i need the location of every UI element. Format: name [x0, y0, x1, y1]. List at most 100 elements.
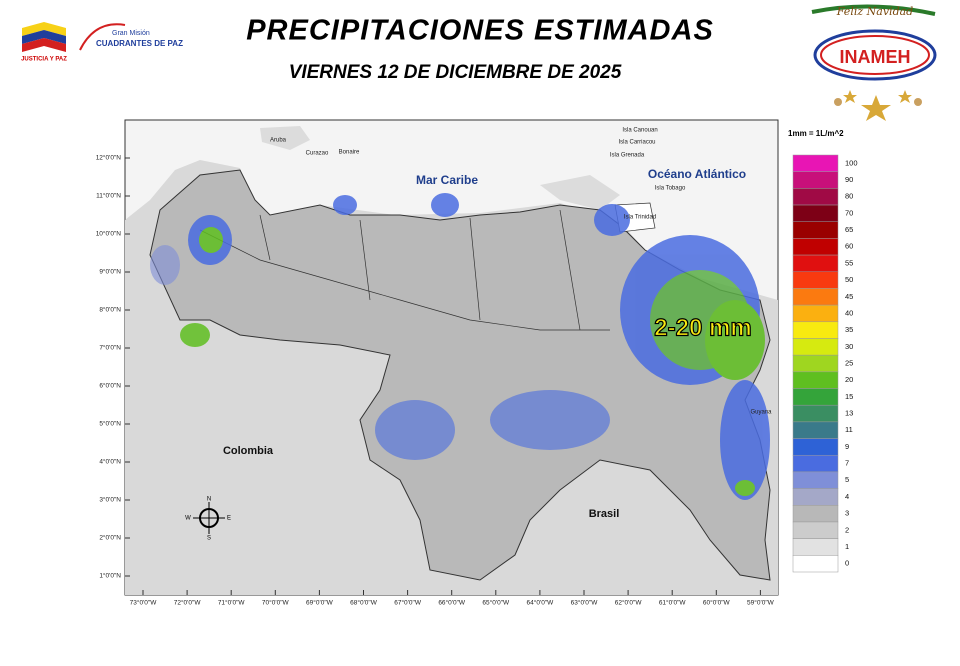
- lon-label: 67°0'0"W: [394, 599, 422, 607]
- legend-swatch: [792, 538, 839, 556]
- legend-swatch: [792, 254, 839, 273]
- lon-label: 61°0'0"W: [659, 599, 687, 607]
- lat-label: 5°0'0"N: [99, 420, 121, 428]
- legend-label: 3: [845, 509, 849, 518]
- lon-label: 65°0'0"W: [482, 599, 510, 607]
- lat-label: 8°0'0"N: [99, 306, 121, 314]
- legend-label: 9: [845, 442, 849, 451]
- legend-swatch: [792, 271, 839, 289]
- legend-label: 1: [845, 542, 849, 551]
- place-label: Océano Atlántico: [648, 167, 746, 181]
- map-body: [125, 126, 778, 595]
- greeting: Feliz Navidad: [836, 5, 913, 18]
- mission-small: Gran Misión: [112, 30, 150, 37]
- place-label: Mar Caribe: [416, 173, 478, 187]
- legend-swatch: [792, 304, 839, 323]
- legend-swatch: [792, 471, 839, 489]
- compass-letter: W: [185, 516, 191, 522]
- lon-label: 63°0'0"W: [571, 599, 599, 607]
- right-logo: Feliz Navidad INAMEH: [811, 4, 937, 121]
- legend-label: 0: [845, 559, 849, 568]
- lon-label: 73°0'0"W: [130, 599, 158, 607]
- lon-label: 69°0'0"W: [306, 599, 334, 607]
- legend-label: 15: [845, 392, 853, 401]
- legend-label: 40: [845, 308, 853, 317]
- legend-label: 35: [845, 325, 853, 334]
- legend-label: 80: [845, 192, 853, 201]
- lon-label: 62°0'0"W: [615, 599, 643, 607]
- lon-label: 66°0'0"W: [438, 599, 466, 607]
- legend-label: 90: [845, 175, 853, 184]
- place-label: Isla Carriacou: [618, 140, 655, 146]
- labels: 12°0'0"N11°0'0"N10°0'0"N9°0'0"N8°0'0"N7°…: [96, 128, 858, 607]
- legend-swatch: [792, 204, 839, 222]
- lon-label: 60°0'0"W: [703, 599, 731, 607]
- legend-swatch: [792, 421, 839, 439]
- legend-swatch: [792, 521, 839, 539]
- legend-title: 1mm = 1L/m^2: [788, 129, 844, 138]
- lat-label: 9°0'0"N: [99, 268, 121, 276]
- legend-swatch: [792, 321, 839, 339]
- lat-label: 3°0'0"N: [99, 496, 121, 504]
- lon-label: 59°0'0"W: [747, 599, 775, 607]
- lat-label: 4°0'0"N: [99, 458, 121, 466]
- left-logo: JUSTICIA Y PAZ: [21, 22, 67, 63]
- legend-swatch: [792, 354, 839, 373]
- place-label: Colombia: [223, 445, 274, 457]
- legend-swatch: [792, 288, 839, 306]
- legend-label: 13: [845, 409, 853, 418]
- lat-label: 12°0'0"N: [96, 154, 122, 162]
- inameh: INAMEH: [840, 47, 911, 67]
- lon-label: 64°0'0"W: [527, 599, 555, 607]
- legend-swatch: [792, 154, 839, 172]
- lat-label: 2°0'0"N: [99, 534, 121, 542]
- legend-swatch: [792, 238, 839, 256]
- place-label: Aruba: [270, 138, 287, 144]
- compass: [193, 502, 225, 534]
- lat-label: 1°0'0"N: [99, 572, 121, 580]
- legend-swatch: [792, 454, 839, 473]
- place-label: Curazao: [306, 151, 329, 157]
- lon-label: 68°0'0"W: [350, 599, 378, 607]
- compass-letter: E: [227, 516, 231, 522]
- lon-label: 71°0'0"W: [218, 599, 246, 607]
- lat-label: 6°0'0"N: [99, 382, 121, 390]
- lon-label: 70°0'0"W: [262, 599, 290, 607]
- legend-swatch: [792, 505, 839, 523]
- lon-label: 72°0'0"W: [174, 599, 202, 607]
- place-label: Isla Tobago: [655, 186, 686, 192]
- logo-text: JUSTICIA Y PAZ: [21, 57, 67, 63]
- legend-swatch: [792, 221, 839, 239]
- compass-letter: N: [207, 497, 211, 503]
- legend-swatch: [792, 488, 839, 506]
- legend-swatch: [792, 188, 839, 206]
- legend-label: 20: [845, 375, 853, 384]
- legend-label: 11: [845, 425, 853, 434]
- legend-swatch: [792, 555, 839, 573]
- mission-big: CUADRANTES DE PAZ: [96, 39, 183, 48]
- legend-label: 7: [845, 459, 849, 468]
- place-label: Bonaire: [339, 150, 360, 156]
- lat-label: 11°0'0"N: [96, 192, 121, 200]
- annotation: 2-20 mm: [654, 314, 751, 341]
- legend-swatch: [792, 388, 839, 406]
- legend-swatch: [792, 438, 839, 456]
- legend-label: 4: [845, 492, 849, 501]
- legend-label: 55: [845, 258, 853, 267]
- legend-label: 5: [845, 475, 849, 484]
- place-label: Isla Canouan: [622, 128, 657, 134]
- legend-label: 70: [845, 208, 853, 217]
- mission-logo: Gran Misión CUADRANTES DE PAZ: [79, 23, 183, 51]
- legend-label: 30: [845, 342, 853, 351]
- legend-swatch: [792, 171, 839, 189]
- legend-label: 60: [845, 242, 853, 251]
- legend-swatch: [792, 371, 839, 389]
- compass-letter: S: [207, 536, 211, 542]
- place-label: Guyana: [750, 410, 772, 416]
- place-label: Isla Grenada: [610, 153, 645, 159]
- title: PRECIPITACIONES ESTIMADAS: [246, 15, 714, 47]
- legend-label: 45: [845, 292, 853, 301]
- legend-label: 2: [845, 525, 849, 534]
